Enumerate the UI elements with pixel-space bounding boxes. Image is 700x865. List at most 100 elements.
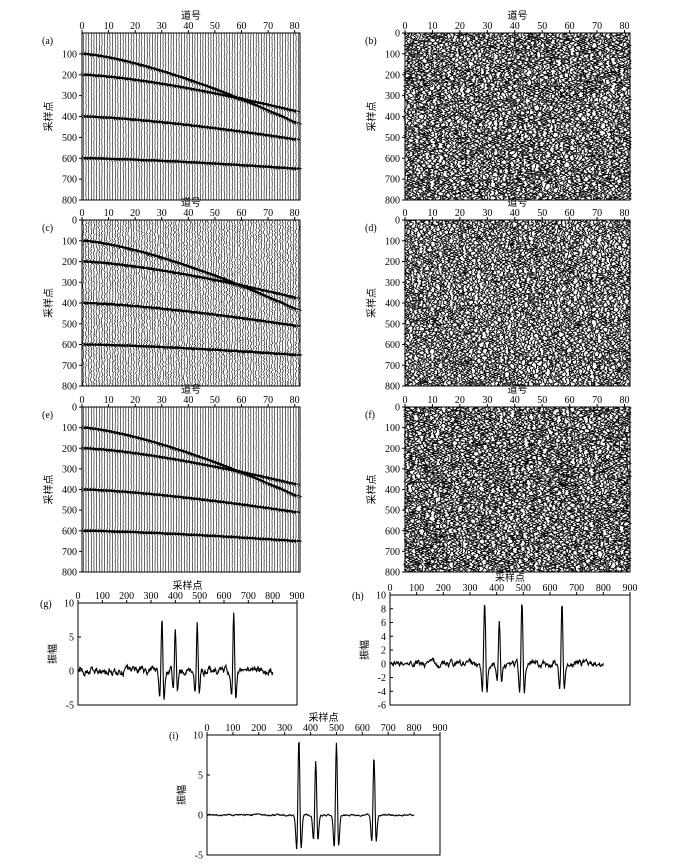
trace-72 xyxy=(600,219,608,387)
trace-36 xyxy=(176,219,183,387)
x-tick-label: 0 xyxy=(80,208,85,219)
trace-17 xyxy=(449,219,457,387)
y-axis-label: 采样点 xyxy=(42,288,55,318)
x-tick-label: 500 xyxy=(329,723,344,734)
plot-frame xyxy=(206,734,441,856)
x-tick-label: 10 xyxy=(104,21,114,32)
reflection-event-3 xyxy=(83,157,297,170)
trace-77 xyxy=(614,219,622,387)
x-tick-label: 10 xyxy=(427,21,437,32)
reflection-event-0 xyxy=(83,52,297,124)
y-axis-label: 采样点 xyxy=(365,288,378,318)
x-tick-label: 10 xyxy=(427,395,437,406)
panel-letter: (b) xyxy=(365,36,377,47)
trace-22 xyxy=(462,32,471,201)
trace-74 xyxy=(277,33,284,201)
trace-43 xyxy=(520,406,529,573)
trace-49 xyxy=(537,32,545,201)
trace-30 xyxy=(484,32,493,201)
trace-79 xyxy=(291,406,297,573)
trace-37 xyxy=(179,406,185,572)
trace-72 xyxy=(600,32,609,201)
trace-21 xyxy=(459,32,469,201)
x-tick-label: 600 xyxy=(217,591,232,602)
panel-letter: (d) xyxy=(365,223,377,234)
trace-39 xyxy=(184,219,191,387)
trace-12 xyxy=(113,219,120,387)
trace-78 xyxy=(288,32,295,201)
y-tick-label: -5 xyxy=(195,851,203,862)
panel-letter: (e) xyxy=(42,410,53,421)
trace-53 xyxy=(548,32,556,201)
trace-37 xyxy=(504,219,512,387)
y-tick-label: 400 xyxy=(62,299,77,310)
y-tick-label: 600 xyxy=(385,154,400,165)
trace-27 xyxy=(152,32,159,201)
y-axis-label: 采样点 xyxy=(365,475,378,505)
trace-64 xyxy=(578,406,587,573)
panel-letter: (i) xyxy=(169,731,178,742)
trace-21 xyxy=(137,406,143,573)
trace-37 xyxy=(179,32,185,200)
x-tick-label: 30 xyxy=(482,208,492,219)
trace-26 xyxy=(150,33,156,201)
trace-26 xyxy=(150,406,156,573)
trace-59 xyxy=(564,219,573,387)
x-axis-label: 道号 xyxy=(181,383,201,396)
trace-65 xyxy=(253,219,260,387)
trace-49 xyxy=(211,32,218,201)
x-tick-label: 50 xyxy=(210,395,220,406)
trace-19 xyxy=(454,32,463,201)
y-tick-label: 0 xyxy=(395,29,400,40)
trace-68 xyxy=(588,406,597,573)
panel-letter: (a) xyxy=(42,36,53,47)
y-tick-label: 500 xyxy=(385,506,400,517)
trace-77 xyxy=(285,219,292,387)
trace-39 xyxy=(509,32,518,201)
x-tick-label: 20 xyxy=(130,395,140,406)
trace-13 xyxy=(115,33,122,201)
trace-34 xyxy=(171,32,178,201)
trace-12 xyxy=(435,219,443,387)
trace-69 xyxy=(264,32,271,200)
y-tick-label: 800 xyxy=(62,196,77,207)
trace-24 xyxy=(144,407,151,573)
x-tick-label: 50 xyxy=(537,21,547,32)
trace-63 xyxy=(247,219,255,387)
y-tick-label: 400 xyxy=(62,112,77,123)
trace-49 xyxy=(211,406,218,572)
trace-81 xyxy=(296,406,302,573)
trace-70 xyxy=(266,219,274,387)
y-tick-label: 700 xyxy=(385,175,400,186)
reflection-event-2 xyxy=(83,301,297,327)
trace-31 xyxy=(163,33,170,200)
trace-47 xyxy=(206,219,212,387)
x-tick-label: 0 xyxy=(388,583,393,594)
amplitude-trace xyxy=(389,604,604,694)
trace-57 xyxy=(231,219,239,386)
trace-60 xyxy=(240,32,247,201)
trace-55 xyxy=(227,32,233,201)
trace-47 xyxy=(206,406,212,572)
trace-58 xyxy=(234,406,243,572)
x-tick-label: 0 xyxy=(80,395,85,406)
trace-55 xyxy=(226,219,233,387)
reflection-event-3 xyxy=(83,529,297,543)
trace-78 xyxy=(616,406,625,573)
y-axis-label: 采样点 xyxy=(42,102,55,132)
x-axis-label: 道号 xyxy=(508,196,528,209)
trace-80 xyxy=(293,406,300,573)
x-tick-label: 40 xyxy=(183,208,193,219)
x-tick-label: 600 xyxy=(355,723,370,734)
trace-52 xyxy=(219,32,225,201)
y-tick-label: 300 xyxy=(385,278,400,289)
x-tick-label: 800 xyxy=(407,723,422,734)
y-tick-label: 10 xyxy=(193,731,203,742)
y-tick-label: 0 xyxy=(395,403,400,414)
trace-81 xyxy=(625,219,633,387)
trace-45 xyxy=(200,33,206,201)
trace-10 xyxy=(107,406,114,573)
y-tick-label: 500 xyxy=(62,319,77,330)
trace-73 xyxy=(275,32,282,201)
